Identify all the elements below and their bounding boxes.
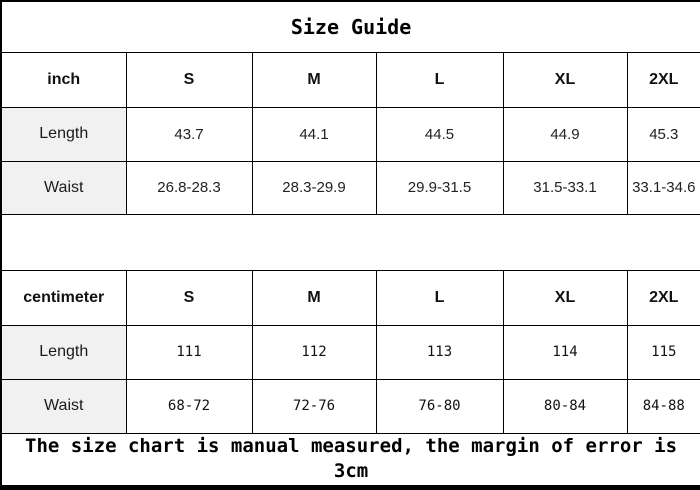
value-cell: 111 [125, 324, 253, 380]
title-row: Size Guide [0, 0, 700, 53]
value-cell: 113 [375, 324, 504, 380]
value-cell: 76-80 [375, 378, 504, 434]
value-cell: 44.9 [502, 106, 628, 162]
page-title: Size Guide [0, 0, 700, 53]
cm-unit-header: centimeter [0, 269, 127, 326]
size-header-s: S [125, 269, 253, 326]
spacer-cell [0, 213, 700, 271]
value-cell: 84-88 [626, 378, 700, 434]
value-cell: 31.5-33.1 [502, 160, 628, 215]
size-header-m: M [251, 269, 377, 326]
cm-waist-row: Waist 68-72 72-76 76-80 80-84 84-88 [0, 378, 700, 434]
size-header-s: S [125, 51, 253, 108]
note-row: The size chart is manual measured, the m… [0, 432, 700, 488]
value-cell: 68-72 [125, 378, 253, 434]
inch-waist-row: Waist 26.8-28.3 28.3-29.9 29.9-31.5 31.5… [0, 160, 700, 215]
row-label-waist: Waist [0, 378, 127, 434]
cm-length-row: Length 111 112 113 114 115 [0, 324, 700, 380]
value-cell: 44.5 [375, 106, 504, 162]
size-header-l: L [375, 51, 504, 108]
size-header-xl: XL [502, 51, 628, 108]
value-cell: 33.1-34.6 [626, 160, 700, 215]
cm-header-row: centimeter S M L XL 2XL [0, 269, 700, 326]
value-cell: 72-76 [251, 378, 377, 434]
inch-length-row: Length 43.7 44.1 44.5 44.9 45.3 [0, 106, 700, 162]
size-header-2xl: 2XL [626, 269, 700, 326]
row-label-length: Length [0, 106, 127, 162]
value-cell: 43.7 [125, 106, 253, 162]
inch-header-row: inch S M L XL 2XL [0, 51, 700, 108]
row-label-length: Length [0, 324, 127, 380]
size-header-l: L [375, 269, 504, 326]
spacer-row [0, 213, 700, 271]
size-header-xl: XL [502, 269, 628, 326]
measurement-note: The size chart is manual measured, the m… [0, 432, 700, 488]
value-cell: 112 [251, 324, 377, 380]
size-header-2xl: 2XL [626, 51, 700, 108]
value-cell: 80-84 [502, 378, 628, 434]
inch-unit-header: inch [0, 51, 127, 108]
value-cell: 45.3 [626, 106, 700, 162]
value-cell: 114 [502, 324, 628, 380]
value-cell: 28.3-29.9 [251, 160, 377, 215]
size-header-m: M [251, 51, 377, 108]
value-cell: 44.1 [251, 106, 377, 162]
row-label-waist: Waist [0, 160, 127, 215]
value-cell: 26.8-28.3 [125, 160, 253, 215]
value-cell: 115 [626, 324, 700, 380]
value-cell: 29.9-31.5 [375, 160, 504, 215]
